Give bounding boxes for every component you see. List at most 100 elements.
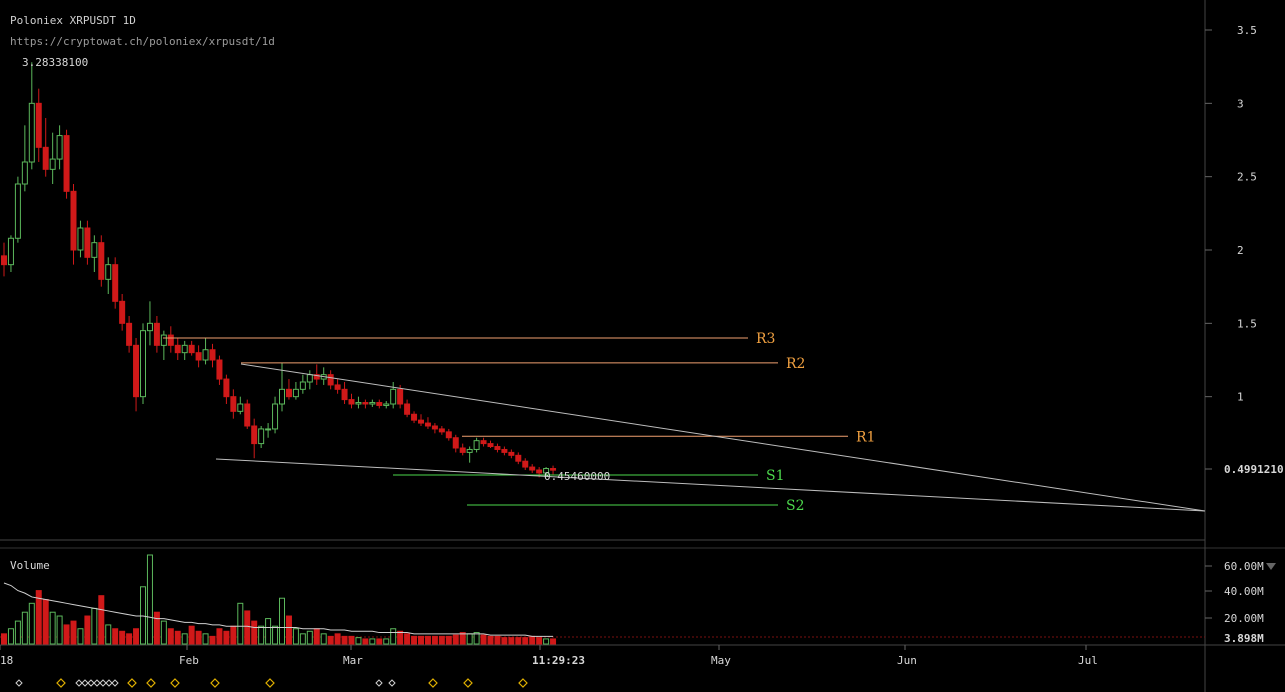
event-marker-icon[interactable]: [93, 679, 101, 687]
candle-body[interactable]: [501, 448, 508, 453]
candle-body[interactable]: [153, 322, 160, 346]
event-marker-icon[interactable]: [127, 678, 137, 688]
event-marker-icon[interactable]: [170, 678, 180, 688]
volume-bar[interactable]: [313, 628, 320, 645]
volume-dropdown-icon[interactable]: [1266, 563, 1276, 570]
volume-bar[interactable]: [63, 624, 70, 645]
candle-body[interactable]: [126, 322, 133, 346]
volume-bar[interactable]: [1, 633, 7, 645]
volume-bar[interactable]: [167, 628, 174, 645]
event-marker-icon[interactable]: [210, 678, 220, 688]
candle-body[interactable]: [292, 388, 299, 398]
volume-bar[interactable]: [466, 633, 473, 645]
volume-bar[interactable]: [49, 611, 56, 645]
candle-body[interactable]: [1, 255, 7, 266]
volume-bar[interactable]: [181, 633, 188, 645]
candle-body[interactable]: [431, 425, 438, 430]
candle-body[interactable]: [285, 388, 292, 398]
candle-body[interactable]: [244, 403, 251, 427]
volume-bar[interactable]: [35, 590, 42, 645]
volume-bar[interactable]: [327, 635, 334, 645]
volume-bar[interactable]: [543, 638, 550, 645]
volume-bar[interactable]: [536, 637, 543, 645]
volume-bar[interactable]: [348, 635, 355, 645]
event-marker-icon[interactable]: [428, 678, 438, 688]
volume-bar[interactable]: [285, 615, 292, 645]
volume-bar[interactable]: [480, 634, 487, 645]
volume-bar[interactable]: [292, 628, 299, 645]
volume-bar[interactable]: [258, 625, 265, 645]
candle-body[interactable]: [529, 466, 536, 471]
candle-body[interactable]: [35, 102, 42, 148]
volume-bar[interactable]: [306, 630, 313, 645]
volume-bar[interactable]: [299, 633, 306, 645]
candle-body[interactable]: [202, 349, 209, 361]
candle-body[interactable]: [216, 359, 223, 380]
volume-bar[interactable]: [397, 630, 404, 645]
candle-body[interactable]: [63, 135, 70, 192]
volume-bar[interactable]: [390, 628, 397, 645]
candle-body[interactable]: [306, 374, 313, 383]
volume-bar[interactable]: [452, 634, 459, 645]
volume-bar[interactable]: [77, 628, 84, 645]
volume-bar[interactable]: [153, 611, 160, 645]
candle-body[interactable]: [543, 468, 550, 474]
candle-body[interactable]: [28, 102, 35, 163]
volume-bar[interactable]: [487, 635, 494, 645]
candle-body[interactable]: [459, 447, 466, 453]
volume-bar[interactable]: [7, 628, 14, 645]
volume-bar[interactable]: [230, 625, 237, 645]
volume-bar[interactable]: [42, 599, 49, 645]
candle-body[interactable]: [112, 264, 119, 302]
candle-body[interactable]: [341, 388, 348, 401]
volume-bar[interactable]: [418, 635, 424, 645]
volume-bar[interactable]: [70, 620, 77, 645]
volume-bar[interactable]: [251, 620, 258, 645]
candle-body[interactable]: [376, 402, 383, 406]
volume-bar[interactable]: [237, 602, 244, 645]
volume-bar[interactable]: [119, 630, 126, 645]
candle-body[interactable]: [14, 183, 21, 239]
chart-source-url[interactable]: https://cryptowat.ch/poloniex/xrpusdt/1d: [10, 35, 275, 48]
volume-bar[interactable]: [529, 635, 536, 645]
volume-bar[interactable]: [21, 611, 28, 645]
candle-body[interactable]: [411, 413, 418, 421]
candle-body[interactable]: [84, 227, 91, 258]
volume-bar[interactable]: [140, 586, 146, 645]
candle-body[interactable]: [418, 419, 424, 424]
volume-bar[interactable]: [501, 637, 508, 645]
candle-body[interactable]: [383, 403, 390, 406]
candle-body[interactable]: [251, 425, 258, 445]
volume-bar[interactable]: [494, 635, 501, 645]
volume-bar[interactable]: [320, 633, 327, 645]
candle-body[interactable]: [480, 440, 487, 445]
candle-body[interactable]: [188, 344, 195, 354]
event-marker-icon[interactable]: [111, 679, 119, 687]
candle-body[interactable]: [508, 451, 515, 456]
candle-body[interactable]: [438, 428, 445, 433]
candle-body[interactable]: [49, 158, 56, 170]
candle-body[interactable]: [466, 448, 473, 453]
event-marker-icon[interactable]: [375, 679, 383, 687]
volume-bar[interactable]: [376, 638, 383, 645]
candle-body[interactable]: [230, 396, 237, 412]
volume-bar[interactable]: [14, 620, 21, 645]
volume-bar[interactable]: [438, 635, 445, 645]
candle-body[interactable]: [362, 402, 369, 405]
candle-body[interactable]: [355, 402, 362, 405]
volume-bar[interactable]: [550, 638, 557, 645]
volume-bar[interactable]: [105, 624, 112, 645]
volume-bar[interactable]: [174, 630, 181, 645]
candle-body[interactable]: [91, 242, 98, 258]
volume-bar[interactable]: [112, 628, 119, 645]
volume-bar[interactable]: [244, 610, 251, 645]
candle-body[interactable]: [209, 349, 216, 361]
candle-body[interactable]: [105, 264, 112, 280]
volume-bar[interactable]: [515, 637, 522, 645]
candle-body[interactable]: [42, 146, 49, 170]
candle-body[interactable]: [7, 237, 14, 266]
volume-bar[interactable]: [411, 635, 418, 645]
volume-bar[interactable]: [362, 638, 369, 645]
event-marker-icon[interactable]: [87, 679, 95, 687]
